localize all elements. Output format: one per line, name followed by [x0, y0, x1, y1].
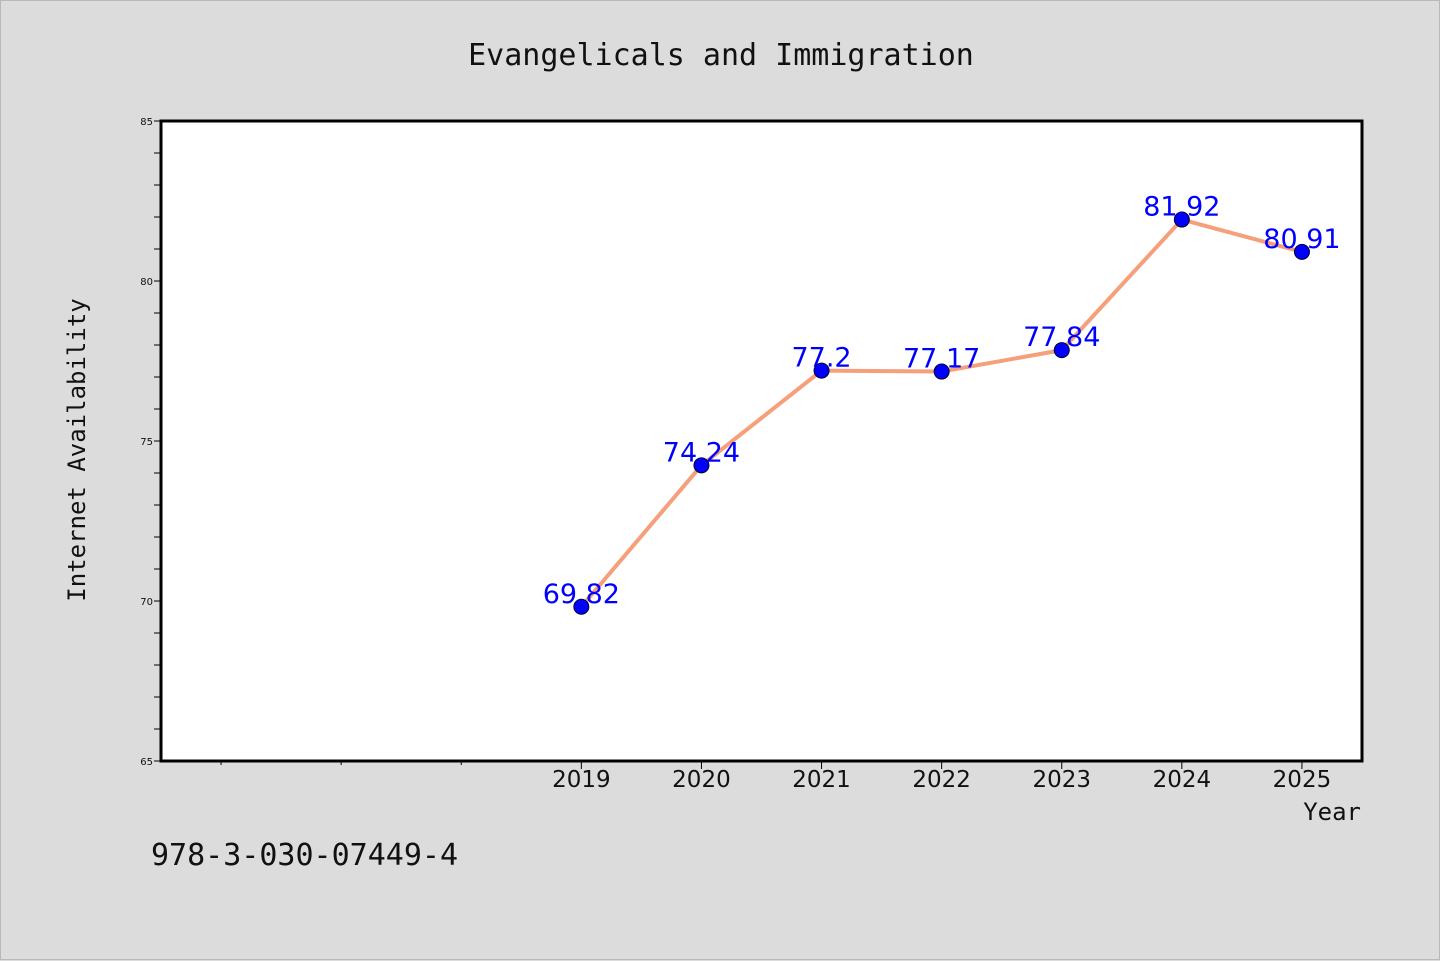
y-tick-label: 85 — [140, 117, 153, 128]
y-tick-label: 70 — [140, 597, 153, 608]
data-point — [1053, 342, 1070, 359]
y-tick-label: 80 — [140, 277, 153, 288]
x-axis: 2019 2020 2021 2022 2023 2024 2025 — [220, 761, 1332, 793]
data-point — [1173, 211, 1190, 228]
y-tick-label: 65 — [140, 757, 153, 768]
x-tick-label: 2023 — [1032, 767, 1091, 793]
x-tick-label: 2025 — [1273, 767, 1332, 793]
chart-title: Evangelicals and Immigration — [468, 38, 974, 73]
data-label: 80.91 — [1263, 224, 1340, 255]
data-point — [573, 598, 590, 615]
y-axis: 65 70 75 80 85 — [140, 117, 161, 768]
data-label: 69.82 — [543, 579, 620, 610]
y-axis-label: Internet Availability — [63, 298, 91, 601]
x-tick-label: 2021 — [792, 767, 851, 793]
plot-border — [159, 119, 1364, 763]
data-label: 77.84 — [1023, 322, 1100, 353]
data-point — [693, 457, 710, 474]
x-tick-label: 2019 — [552, 767, 611, 793]
footnote-isbn: 978-3-030-07449-4 — [151, 838, 458, 873]
data-label: 74.24 — [663, 437, 740, 468]
y-tick-label: 75 — [140, 437, 153, 448]
x-tick-label: 2020 — [672, 767, 731, 793]
data-label: 81.92 — [1143, 192, 1220, 223]
plot-area — [161, 121, 1362, 761]
x-axis-label: Year — [1303, 798, 1361, 826]
data-point — [813, 362, 830, 379]
data-point — [933, 363, 950, 380]
x-tick-label: 2022 — [912, 767, 971, 793]
x-tick-label: 2024 — [1153, 767, 1212, 793]
data-label: 77.2 — [791, 343, 851, 374]
series-layer: 69.82 74.24 77.2 77.17 77.84 81.92 80.91 — [543, 192, 1341, 615]
data-point — [1293, 243, 1310, 260]
data-label: 77.17 — [903, 344, 980, 375]
